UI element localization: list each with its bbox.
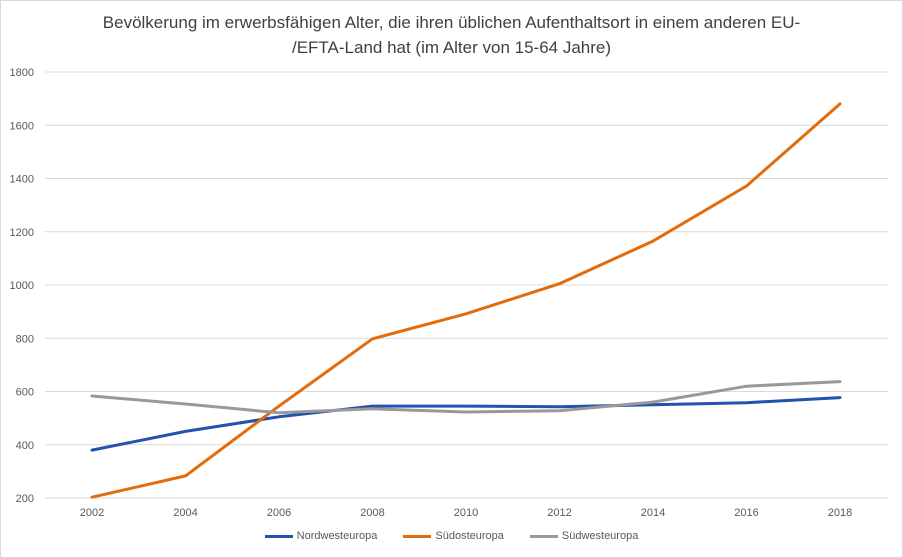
y-tick-label: 1000 <box>10 280 34 292</box>
chart-legend: Nordwesteuropa Südosteuropa Südwesteuropa <box>0 530 903 542</box>
x-tick-label: 2002 <box>80 507 104 519</box>
x-tick-label: 2004 <box>173 507 197 519</box>
y-tick-label: 1800 <box>10 67 34 79</box>
x-tick-label: 2012 <box>547 507 571 519</box>
legend-item: Südwesteuropa <box>529 530 639 542</box>
y-tick-label: 1400 <box>10 174 34 186</box>
series-line-südwesteuropa <box>90 380 842 415</box>
legend-swatch <box>264 534 293 538</box>
legend-item: Nordwesteuropa <box>264 530 378 542</box>
chart-title: Bevölkerung im erwerbsfähigen Alter, die… <box>60 10 843 60</box>
x-tick-label: 2018 <box>828 507 852 519</box>
legend-item: Südosteuropa <box>403 530 504 542</box>
y-tick-label: 1600 <box>10 120 34 132</box>
series-line-südosteuropa <box>90 102 842 499</box>
series-line-nordwesteuropa <box>90 396 842 452</box>
y-tick-label: 1200 <box>10 227 34 239</box>
x-tick-label: 2014 <box>641 507 665 519</box>
y-tick-label: 800 <box>16 333 34 345</box>
legend-label: Südwesteuropa <box>561 530 639 542</box>
y-tick-label: 400 <box>16 440 34 452</box>
chart-title-line-1: Bevölkerung im erwerbsfähigen Alter, die… <box>102 13 801 32</box>
legend-label: Nordwesteuropa <box>296 530 378 542</box>
y-tick-label: 200 <box>16 493 34 505</box>
x-tick-label: 2010 <box>454 507 478 519</box>
x-tick-label: 2006 <box>267 507 291 519</box>
legend-swatch <box>403 534 432 538</box>
legend-swatch <box>529 534 558 538</box>
legend-label: Südosteuropa <box>435 530 504 542</box>
x-tick-label: 2016 <box>734 507 758 519</box>
chart-title-line-2: /EFTA-Land hat (im Alter von 15-64 Jahre… <box>291 38 612 57</box>
y-tick-label: 600 <box>16 387 34 399</box>
x-tick-label: 2008 <box>360 507 384 519</box>
